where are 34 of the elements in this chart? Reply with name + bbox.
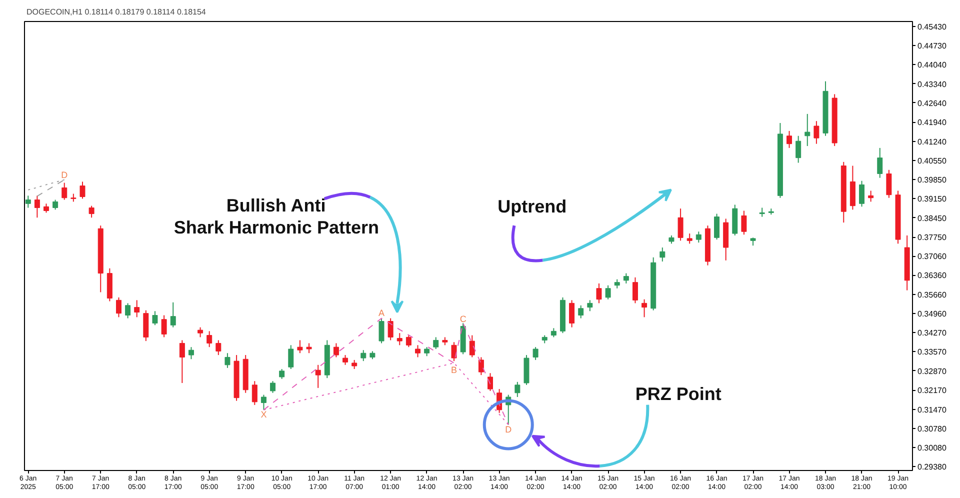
annotation: Uptrend: [498, 196, 567, 217]
y-tick-label: 0.41240: [918, 137, 947, 146]
annotation: X: [260, 410, 267, 420]
annotation: B: [451, 364, 458, 375]
y-tick-label: 0.41940: [918, 118, 947, 128]
y-tick-label: 0.33570: [918, 348, 947, 357]
annotation: D: [505, 424, 512, 435]
y-tick-label: 0.43340: [918, 80, 947, 89]
y-tick-label: 0.39850: [918, 175, 947, 184]
y-tick-label: 0.30080: [918, 443, 947, 452]
annotation: A: [378, 308, 384, 318]
y-tick-label: 0.39150: [918, 194, 947, 204]
y-tick-label: 0.36360: [918, 271, 947, 280]
y-tick-label: 0.40550: [918, 156, 947, 166]
y-tick-label: 0.32870: [918, 366, 947, 376]
y-tick-label: 0.29380: [918, 462, 947, 472]
annotation: Bullish Anti Shark Harmonic Pattern: [174, 196, 379, 238]
annotation: D: [61, 170, 68, 180]
y-tick-label: 0.34960: [918, 310, 947, 319]
annotation: PRZ Point: [635, 384, 722, 404]
y-tick-label: 0.34270: [918, 328, 947, 338]
y-tick-label: 0.38450: [918, 214, 947, 223]
y-tick-label: 0.42640: [918, 98, 947, 108]
y-tick-label: 0.35660: [918, 290, 947, 300]
y-tick-label: 0.44040: [918, 60, 947, 70]
annotation: C: [460, 314, 467, 324]
y-tick-label: 0.30780: [918, 424, 947, 434]
y-tick-label: 0.37060: [918, 252, 947, 262]
y-tick-label: 0.31470: [918, 405, 947, 414]
y-tick-label: 0.44730: [918, 42, 947, 51]
y-tick-label: 0.37750: [918, 233, 947, 242]
y-tick-label: 0.45430: [918, 22, 947, 32]
chart-title: DOGECOIN,H1 0.18114 0.18179 0.18114 0.18154: [26, 8, 206, 16]
y-tick-label: 0.32170: [918, 386, 947, 396]
